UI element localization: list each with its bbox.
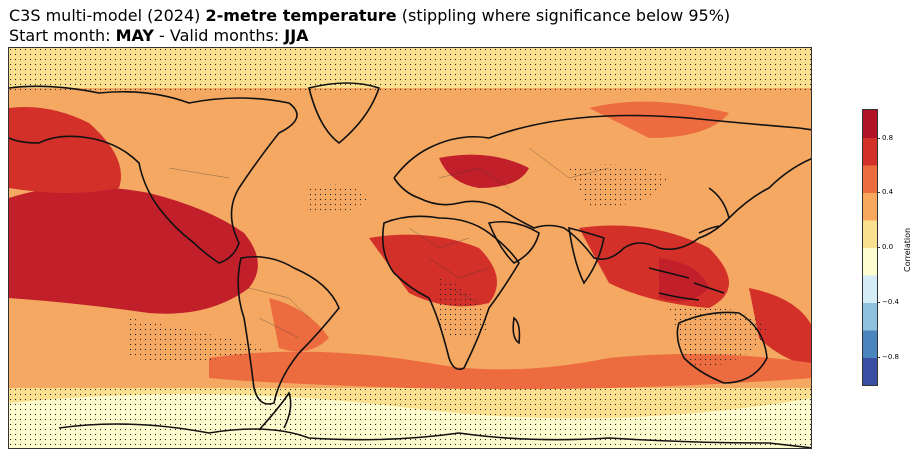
colorbar-tick-label: −0.4 bbox=[882, 298, 899, 306]
colorbar-segment bbox=[863, 137, 877, 166]
colorbar-segment bbox=[863, 165, 877, 193]
colorbar-segment bbox=[863, 110, 877, 138]
map-canvas bbox=[9, 48, 811, 448]
tick-mark bbox=[877, 247, 880, 248]
tick-mark bbox=[877, 138, 880, 139]
colorbar-segment bbox=[863, 247, 877, 276]
coastlines bbox=[9, 82, 811, 448]
colorbar-gradient bbox=[863, 110, 877, 385]
colorbar-tick-label: 0.0 bbox=[882, 243, 894, 251]
colorbar bbox=[862, 109, 878, 386]
colorbar-segment bbox=[863, 357, 877, 385]
colorbar-tick-label: −0.8 bbox=[882, 353, 899, 361]
tick-mark bbox=[877, 192, 880, 193]
figure-title: C3S multi-model (2024) 2-metre temperatu… bbox=[9, 6, 730, 46]
valid-months: JJA bbox=[284, 26, 309, 45]
colorbar-segment bbox=[863, 192, 877, 221]
colorbar-segment bbox=[863, 302, 877, 331]
colorbar-segment bbox=[863, 275, 877, 303]
variable-name: 2-metre temperature bbox=[205, 6, 397, 25]
colorbar-segment bbox=[863, 330, 877, 358]
tick-mark bbox=[877, 357, 880, 358]
title-line-1: C3S multi-model (2024) 2-metre temperatu… bbox=[9, 6, 731, 25]
world-map bbox=[8, 47, 812, 449]
colorbar-tick-label: 0.4 bbox=[882, 188, 894, 196]
tropical-pacific-high bbox=[9, 186, 258, 314]
title-line-2: Start month: MAY - Valid months: JJA bbox=[9, 26, 309, 45]
tick-mark bbox=[877, 302, 880, 303]
colorbar-label: Correlation bbox=[903, 227, 912, 272]
colorbar-tick-label: 0.8 bbox=[882, 134, 894, 142]
colorbar-segment bbox=[863, 220, 877, 248]
start-month: MAY bbox=[115, 26, 154, 45]
